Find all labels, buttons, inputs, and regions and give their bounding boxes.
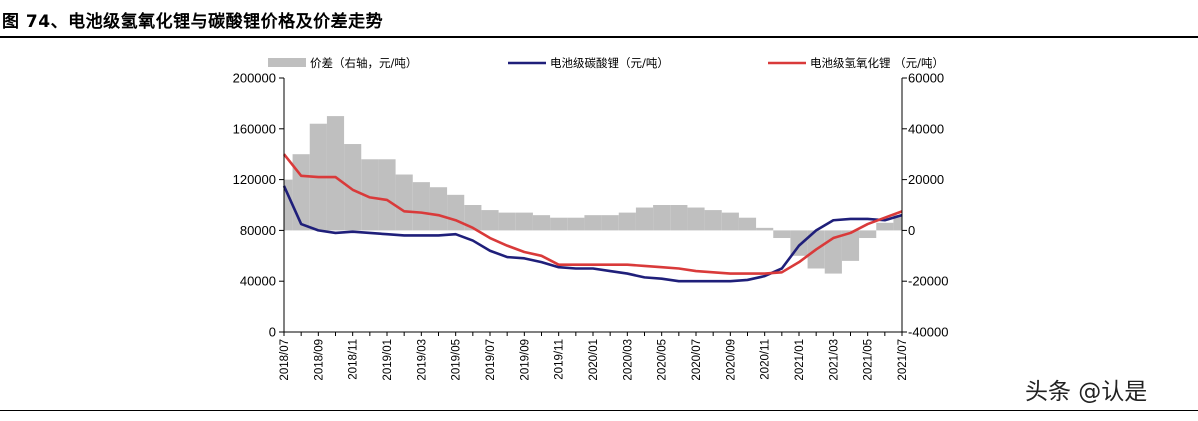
- x-tick-label: 2019/09: [519, 339, 531, 381]
- y-tick-label: 0: [269, 325, 276, 340]
- y-tick-label: 120000: [233, 172, 276, 187]
- spread-bar: [515, 212, 533, 231]
- spread-bar: [841, 230, 860, 261]
- spread-bar: [687, 207, 705, 231]
- x-tick-label: 2019/11: [554, 339, 566, 380]
- spread-bar: [532, 215, 551, 231]
- y2-tick-label: -40000: [908, 325, 948, 340]
- legend-label: 价差（右轴，元/吨）: [310, 56, 417, 70]
- spread-bar: [773, 230, 791, 239]
- spread-bar: [756, 227, 774, 231]
- y2-tick-label: 0: [908, 223, 915, 238]
- spread-bar: [412, 182, 430, 231]
- y2-tick-label: 60000: [908, 71, 944, 86]
- spread-bar: [704, 210, 722, 231]
- spread-bar: [464, 205, 482, 231]
- spread-bar: [653, 205, 671, 231]
- spread-bar: [326, 116, 345, 231]
- bottom-divider: [0, 410, 1198, 411]
- legend-label: 电池级氢氧化锂 （元/吨）: [810, 56, 944, 70]
- spread-bar: [859, 230, 877, 239]
- spread-bar: [876, 222, 894, 231]
- y-tick-label: 160000: [233, 121, 276, 136]
- spread-bar: [738, 217, 757, 231]
- series-line-1: [282, 185, 903, 283]
- spread-bar: [550, 217, 568, 231]
- y2-tick-label: -20000: [908, 274, 948, 289]
- x-tick-label: 2018/09: [313, 339, 325, 381]
- legend-swatch-spread: [268, 58, 306, 67]
- y-tick-label: 80000: [240, 223, 276, 238]
- y-tick-label: 200000: [233, 71, 276, 86]
- series-line-2: [282, 153, 903, 275]
- spread-bar: [635, 207, 654, 231]
- legend-label: 电池级碳酸锂（元/吨）: [550, 56, 669, 70]
- spread-bar: [344, 144, 362, 231]
- price-lines-layer: [282, 153, 903, 283]
- x-tick-label: 2018/11: [348, 339, 360, 380]
- spread-bar: [481, 210, 499, 231]
- spread-bar: [284, 179, 293, 231]
- spread-bar: [567, 217, 585, 231]
- x-tick-label: 2019/01: [382, 339, 394, 381]
- x-tick-label: 2019/07: [485, 339, 497, 381]
- spread-bar: [361, 159, 379, 231]
- spread-bar: [618, 212, 636, 231]
- spread-bar: [670, 205, 688, 231]
- spread-area-layer: [284, 116, 902, 274]
- x-tick-label: 2021/05: [863, 339, 875, 381]
- x-tick-label: 2020/11: [760, 339, 772, 380]
- spread-bar: [447, 194, 465, 231]
- x-tick-label: 2020/01: [588, 339, 600, 381]
- x-tick-label: 2020/05: [657, 339, 669, 381]
- x-tick-label: 2019/03: [416, 339, 428, 381]
- y-tick-label: 40000: [240, 274, 276, 289]
- watermark: 头条 @认是: [1025, 379, 1148, 405]
- spread-bar: [498, 212, 516, 231]
- spread-bar: [429, 187, 448, 231]
- x-tick-label: 2020/09: [725, 339, 737, 381]
- y2-tick-label: 20000: [908, 172, 944, 187]
- spread-bar: [292, 154, 310, 231]
- x-tick-label: 2021/01: [794, 339, 806, 381]
- x-tick-label: 2020/07: [691, 339, 703, 381]
- chart-legend: 价差（右轴，元/吨） 电池级碳酸锂（元/吨） 电池级氢氧化锂 （元/吨）: [268, 56, 944, 70]
- spread-bar: [721, 212, 739, 231]
- x-tick-label: 2019/05: [451, 339, 463, 381]
- x-tick-label: 2021/07: [897, 339, 909, 381]
- spread-bar: [395, 174, 413, 231]
- spread-bar: [893, 215, 902, 231]
- figure-title: 图 74、电池级氢氧化锂与碳酸锂价格及价差走势: [2, 12, 384, 32]
- spread-bar: [378, 159, 396, 231]
- title-divider: [0, 36, 1198, 38]
- x-tick-label: 2021/03: [828, 339, 840, 381]
- x-tick-label: 2018/07: [279, 339, 291, 381]
- spread-bar: [601, 215, 619, 231]
- y2-tick-label: 40000: [908, 121, 944, 136]
- axes-layer: 2000001600001200008000040000060000400002…: [233, 71, 949, 381]
- x-tick-label: 2020/03: [622, 339, 634, 381]
- spread-bar: [584, 215, 602, 231]
